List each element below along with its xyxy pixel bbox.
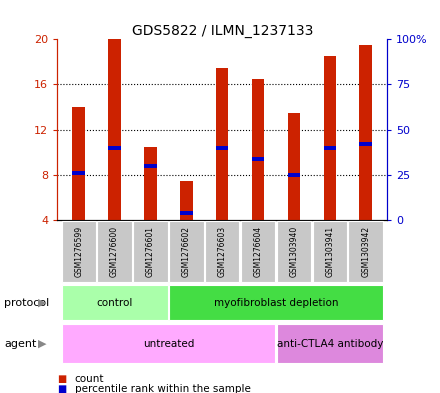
Text: untreated: untreated [143, 339, 194, 349]
Bar [348, 221, 383, 282]
Bar [359, 45, 372, 220]
Bar [73, 107, 85, 220]
Bar [359, 142, 372, 146]
Text: GSM1303941: GSM1303941 [325, 226, 334, 277]
Text: percentile rank within the sample: percentile rank within the sample [75, 384, 251, 393]
Bar [323, 146, 336, 150]
Text: control: control [96, 298, 133, 308]
Bar [252, 79, 264, 220]
Bar [144, 147, 157, 220]
Text: ▶: ▶ [37, 339, 46, 349]
Text: GSM1303942: GSM1303942 [361, 226, 370, 277]
Bar [108, 146, 121, 150]
Text: GSM1276604: GSM1276604 [253, 226, 263, 277]
Bar [205, 221, 239, 282]
Bar [288, 113, 300, 220]
Bar [144, 164, 157, 168]
Bar [180, 180, 193, 220]
Bar [288, 173, 300, 177]
Text: GSM1276599: GSM1276599 [74, 226, 83, 277]
Text: GSM1276602: GSM1276602 [182, 226, 191, 277]
Text: protocol: protocol [4, 298, 50, 308]
Bar [169, 285, 383, 320]
Bar [133, 221, 168, 282]
Bar [62, 285, 168, 320]
Text: agent: agent [4, 339, 37, 349]
Bar [216, 68, 228, 220]
Bar [277, 221, 311, 282]
Bar [108, 39, 121, 220]
Bar [62, 325, 275, 363]
Bar [169, 221, 204, 282]
Text: GSM1303940: GSM1303940 [290, 226, 298, 277]
Bar [97, 221, 132, 282]
Bar [62, 221, 96, 282]
Bar [312, 221, 347, 282]
Title: GDS5822 / ILMN_1237133: GDS5822 / ILMN_1237133 [132, 24, 313, 38]
Bar [73, 171, 85, 175]
Bar [216, 146, 228, 150]
Text: myofibroblast depletion: myofibroblast depletion [214, 298, 338, 308]
Bar [252, 157, 264, 161]
Bar [323, 56, 336, 220]
Text: GSM1276603: GSM1276603 [218, 226, 227, 277]
Text: ■: ■ [57, 374, 66, 384]
Text: GSM1276600: GSM1276600 [110, 226, 119, 277]
Text: ▶: ▶ [37, 298, 46, 308]
Text: GSM1276601: GSM1276601 [146, 226, 155, 277]
Bar [241, 221, 275, 282]
Bar [180, 211, 193, 215]
Text: anti-CTLA4 antibody: anti-CTLA4 antibody [277, 339, 383, 349]
Text: ■: ■ [57, 384, 66, 393]
Bar [277, 325, 383, 363]
Text: count: count [75, 374, 104, 384]
